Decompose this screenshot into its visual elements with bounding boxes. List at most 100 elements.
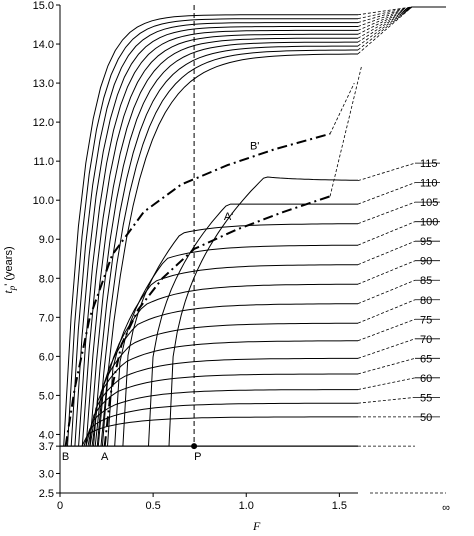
isopleth-extension-95 <box>357 240 416 265</box>
y-tick-label: 7.0 <box>39 312 54 324</box>
upper-curve-extension <box>357 6 413 20</box>
y-tick-label: 4.0 <box>39 429 54 441</box>
upper-curve <box>70 22 358 447</box>
y-tick-label: 8.0 <box>39 273 54 285</box>
optimum-line-extension <box>329 82 355 135</box>
isopleth-curve-70 <box>89 357 358 447</box>
isopleth-label-50: 50 <box>420 412 432 424</box>
upper-curve <box>74 26 358 447</box>
upper-curve-extension <box>357 6 413 51</box>
isopleth-curve-90 <box>101 283 358 447</box>
x-tick-label: 1.5 <box>332 500 347 512</box>
isopleth-curves: 50 55 60 65 70 75 80 85 90 95 100 105 110 115 <box>81 158 440 447</box>
isopleth-extension-55 <box>357 396 416 404</box>
x-tick-label: 0 <box>57 500 63 512</box>
isopleth-extension-90 <box>357 260 416 285</box>
upper-curve-extension <box>357 6 413 16</box>
isopleth-curve-115 <box>168 176 359 447</box>
upper-curve <box>78 29 358 447</box>
isopleth-extension-65 <box>357 357 416 375</box>
isopleth-label-95: 95 <box>420 236 432 248</box>
isopleth-curve-60 <box>85 389 358 447</box>
reference-point <box>191 443 198 450</box>
y-axis-title-rest: ' (years) <box>3 246 15 285</box>
y-axis-title-main: t <box>1 290 15 294</box>
annotations: B A P A' B' <box>62 141 260 463</box>
isopleth-label-70: 70 <box>420 334 432 346</box>
upper-curve <box>67 18 358 447</box>
upper-curve <box>63 14 358 447</box>
optimum-lines <box>64 65 363 447</box>
isopleth-label-105: 105 <box>420 197 438 209</box>
upper-curve <box>85 37 358 447</box>
y-tick-label: 14.0 <box>33 39 54 51</box>
upper-curve-extension <box>357 6 413 39</box>
y-tick-label: 13.0 <box>33 78 54 90</box>
y-tick-label: 2.5 <box>39 488 54 500</box>
y-tick-label: 9.0 <box>39 234 54 246</box>
isopleth-curve-100 <box>114 244 358 447</box>
y-tick-label: 15.0 <box>33 0 54 12</box>
isopleth-curve-80 <box>94 322 358 447</box>
y-tick-label: 11.0 <box>33 156 54 168</box>
isopleth-label-60: 60 <box>420 373 432 385</box>
point-label-P: P <box>194 451 201 463</box>
isopleth-extension-110 <box>357 182 416 205</box>
isopleth-extension-70 <box>357 338 416 359</box>
isopleth-curve-110 <box>148 203 358 447</box>
y-tick-label: 12.0 <box>33 117 54 129</box>
upper-curve <box>100 53 358 447</box>
y-tick-label: 3.0 <box>39 468 54 480</box>
x-tick-label: 1.0 <box>239 500 254 512</box>
isopleth-extension-75 <box>357 318 416 342</box>
y-tick-label: 5.0 <box>39 390 54 402</box>
upper-curve <box>93 45 358 447</box>
isopleth-label-110: 110 <box>420 178 438 190</box>
isopleth-label-80: 80 <box>420 295 432 307</box>
upper-curves <box>63 6 446 447</box>
optimum-line <box>103 195 331 447</box>
isopleth-curve-50 <box>81 416 358 447</box>
isopleth-extension-80 <box>357 299 416 324</box>
isopleth-label-85: 85 <box>420 275 432 287</box>
isopleth-extension-85 <box>357 279 416 305</box>
point-label-Aprime: A' <box>224 211 233 223</box>
y-axis-title: tp' (years) <box>1 246 17 293</box>
upper-curve-extension <box>357 6 413 27</box>
isopleth-label-75: 75 <box>420 314 432 326</box>
x-axis-title: F <box>252 519 261 533</box>
optimum-line <box>64 132 331 447</box>
isopleth-extension-60 <box>357 377 416 390</box>
upper-curve-extension <box>357 6 413 23</box>
isopleth-extension-105 <box>357 201 416 224</box>
y-axis-title-sub: p <box>7 285 17 291</box>
isopleth-label-100: 100 <box>420 217 438 229</box>
y-tick-label: 3.7 <box>39 441 54 453</box>
y-axis: 2.5 3.0 3.74.0 5.0 6.0 7.0 8.0 9.0 10.0 11.0 12.0 1… <box>33 0 61 500</box>
x-infinity-label: ∞ <box>442 502 450 514</box>
isopleth-curve-105 <box>122 223 358 447</box>
isopleth-label-65: 65 <box>420 353 432 365</box>
point-label-Bprime: B' <box>250 141 259 153</box>
isopleth-curve-85 <box>97 303 358 447</box>
point-label-A: A <box>101 451 109 463</box>
upper-curve <box>81 33 358 447</box>
isopleth-label-115: 115 <box>420 158 438 170</box>
upper-curve <box>89 41 358 447</box>
upper-curve <box>96 49 358 447</box>
isopleth-extension-100 <box>357 221 416 246</box>
y-tick-label: 10.0 <box>33 195 54 207</box>
point-label-B: B <box>62 451 69 463</box>
isopleth-label-55: 55 <box>420 392 432 404</box>
isopleth-label-90: 90 <box>420 256 432 268</box>
upper-curve-extension <box>357 6 413 35</box>
isopleth-curve-75 <box>91 340 358 447</box>
y-tick-label: 6.0 <box>39 351 54 363</box>
optimum-line-extension <box>329 65 363 197</box>
isopleth-extension-115 <box>357 162 416 182</box>
upper-curve-extension <box>357 6 413 55</box>
isopleth-curve-55 <box>83 402 358 447</box>
isopleth-curve-65 <box>87 373 358 447</box>
isopleth-curve-95 <box>107 264 359 447</box>
